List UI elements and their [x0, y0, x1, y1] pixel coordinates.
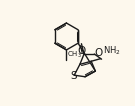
Text: NH$_2$: NH$_2$: [103, 45, 121, 57]
Text: O: O: [77, 46, 86, 56]
Text: CH$_3$: CH$_3$: [67, 50, 82, 60]
Text: S: S: [70, 71, 77, 81]
Text: O: O: [95, 48, 103, 58]
